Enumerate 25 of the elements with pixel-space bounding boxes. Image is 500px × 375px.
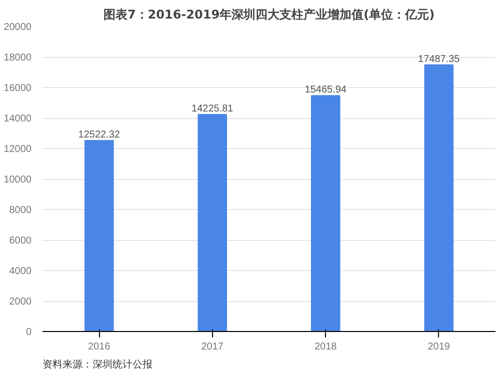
- bar: [198, 114, 228, 332]
- y-tick-label: 0: [26, 327, 32, 338]
- data-label: 14225.81: [192, 104, 234, 115]
- bar: [310, 95, 340, 332]
- x-tick-label: 2019: [428, 342, 450, 352]
- y-tick-label: 4000: [9, 266, 32, 277]
- data-label: 15465.94: [304, 84, 347, 96]
- text: 资料来源：深圳统计公报: [42, 358, 152, 370]
- x-tick-label: 2017: [201, 342, 224, 352]
- y-tick-label: 18000: [4, 52, 32, 64]
- bar: [424, 64, 454, 332]
- x-tick-label: 2016: [88, 342, 111, 352]
- y-tick-label: 2000: [9, 296, 32, 308]
- y-tick-label: 12000: [4, 144, 32, 155]
- data-label: 17487.35: [418, 54, 460, 65]
- y-tick-label: 8000: [9, 205, 32, 216]
- y-tick-label: 10000: [4, 174, 32, 186]
- y-tick-label: 20000: [4, 22, 32, 33]
- y-tick-label: 16000: [4, 83, 32, 94]
- bar: [84, 140, 114, 332]
- y-tick-label: 6000: [9, 236, 32, 246]
- y-tick-label: 14000: [4, 114, 32, 124]
- x-tick-label: 2018: [314, 342, 338, 352]
- chart-title: 图表7：2016-2019年深圳四大支柱产业增加值(单位：亿元): [103, 8, 435, 22]
- data-label: 12522.32: [78, 130, 120, 141]
